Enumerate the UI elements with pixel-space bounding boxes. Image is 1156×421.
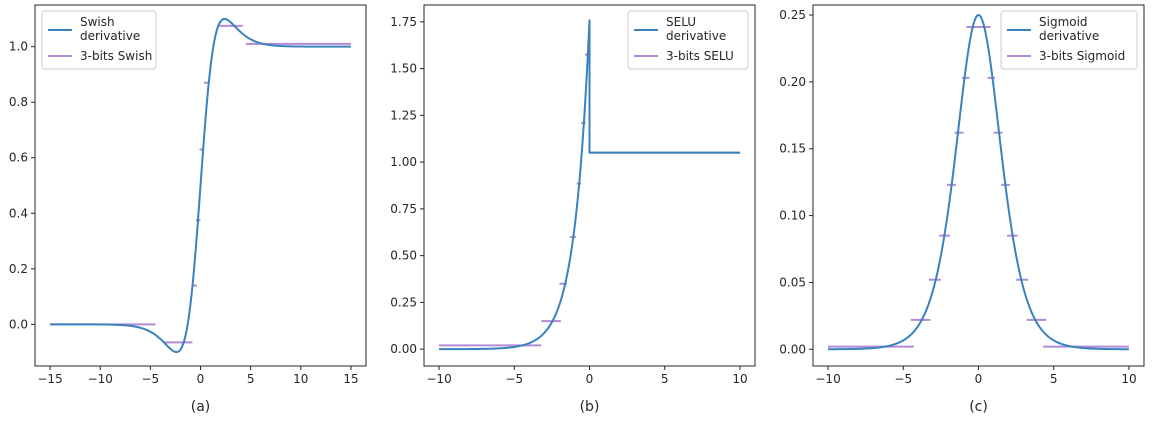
x-tick-label: 0 <box>586 372 594 386</box>
y-tick-label: 0.25 <box>390 295 417 309</box>
panel-label: (c) <box>969 399 988 415</box>
x-tick-label: −5 <box>141 372 159 386</box>
x-tick-label: 10 <box>732 372 747 386</box>
x-tick-label: −5 <box>505 372 523 386</box>
y-tick-label: 0.00 <box>390 342 417 356</box>
legend-label-line: Swish <box>80 15 115 29</box>
y-tick-label: 1.0 <box>9 40 28 54</box>
y-tick-label: 0.4 <box>9 206 28 220</box>
panel-label: (b) <box>580 399 600 415</box>
y-tick-label: 0.2 <box>9 262 28 276</box>
y-tick-label: 1.00 <box>390 155 417 169</box>
x-tick-label: 0 <box>975 372 983 386</box>
legend: Sigmoid derivative 3-bits Sigmoid <box>1000 10 1138 70</box>
y-tick-label: 0.0 <box>9 317 28 331</box>
chart-panel-2: −10 −5 0 5 10 0.00 0.25 0.50 0.75 1.00 1.25 1.50 1.7… <box>390 4 756 415</box>
panel-label: (a) <box>191 399 211 415</box>
x-tick-label: −10 <box>426 372 451 386</box>
legend-label-derivative: Sigmoid derivative <box>1039 15 1099 43</box>
y-tick-label: 1.50 <box>390 62 417 76</box>
legend-label-line: derivative <box>80 29 140 43</box>
y-tick-label: 0.10 <box>779 209 806 223</box>
plot-area <box>438 19 740 351</box>
derivative-curve <box>49 17 352 354</box>
legend-frame <box>41 10 157 70</box>
legend-label-derivative: SELU derivative <box>666 15 726 43</box>
x-tick-label: 10 <box>1121 372 1136 386</box>
x-tick-label: −10 <box>815 372 840 386</box>
chart-panel-3: −10 −5 0 5 10 0.00 0.05 0.10 0.15 0.20 0.25 (c) Sigm… <box>779 4 1145 415</box>
x-tick-label: 15 <box>343 372 358 386</box>
y-tick-label: 0.50 <box>390 249 417 263</box>
y-tick-label: 0.25 <box>779 8 806 22</box>
x-tick-label: 0 <box>197 372 205 386</box>
y-tick-label: 0.15 <box>779 142 806 156</box>
legend-label-derivative: Swish derivative <box>80 15 140 43</box>
derivative-curve <box>438 19 740 351</box>
legend-frame <box>627 10 749 70</box>
legend-label-quantized: 3-bits SELU <box>666 49 734 63</box>
x-tick-label: −5 <box>894 372 912 386</box>
plot-area <box>49 17 352 354</box>
y-tick-label: 1.75 <box>390 15 417 29</box>
y-tick-label: 0.75 <box>390 202 417 216</box>
derivative-curve <box>827 14 1130 351</box>
legend-frame <box>1000 10 1138 70</box>
legend-label-line: derivative <box>666 29 726 43</box>
legend: Swish derivative 3-bits Swish <box>41 10 157 70</box>
y-tick-label: 0.05 <box>779 275 806 289</box>
x-tick-label: 5 <box>1050 372 1058 386</box>
x-tick-label: 5 <box>661 372 669 386</box>
y-tick-label: 0.00 <box>779 342 806 356</box>
legend-label-line: derivative <box>1039 29 1099 43</box>
chart-panel-1: −15 −10 −5 0 5 10 15 0.0 0.2 0.4 0.6 0.8 1.0 (a) Swish… <box>9 4 367 415</box>
x-tick-label: −15 <box>37 372 62 386</box>
x-tick-label: 5 <box>247 372 255 386</box>
y-tick-label: 0.20 <box>779 75 806 89</box>
legend-label-line: Sigmoid <box>1039 15 1088 29</box>
legend: SELU derivative 3-bits SELU <box>627 10 749 70</box>
y-tick-label: 0.8 <box>9 95 28 109</box>
legend-label-line: SELU <box>666 15 696 29</box>
y-tick-label: 0.6 <box>9 151 28 165</box>
legend-label-quantized: 3-bits Sigmoid <box>1039 49 1125 63</box>
plot-area <box>827 14 1130 351</box>
y-tick-label: 1.25 <box>390 108 417 122</box>
legend-label-quantized: 3-bits Swish <box>80 49 152 63</box>
x-tick-label: −10 <box>88 372 113 386</box>
x-tick-label: 10 <box>293 372 308 386</box>
